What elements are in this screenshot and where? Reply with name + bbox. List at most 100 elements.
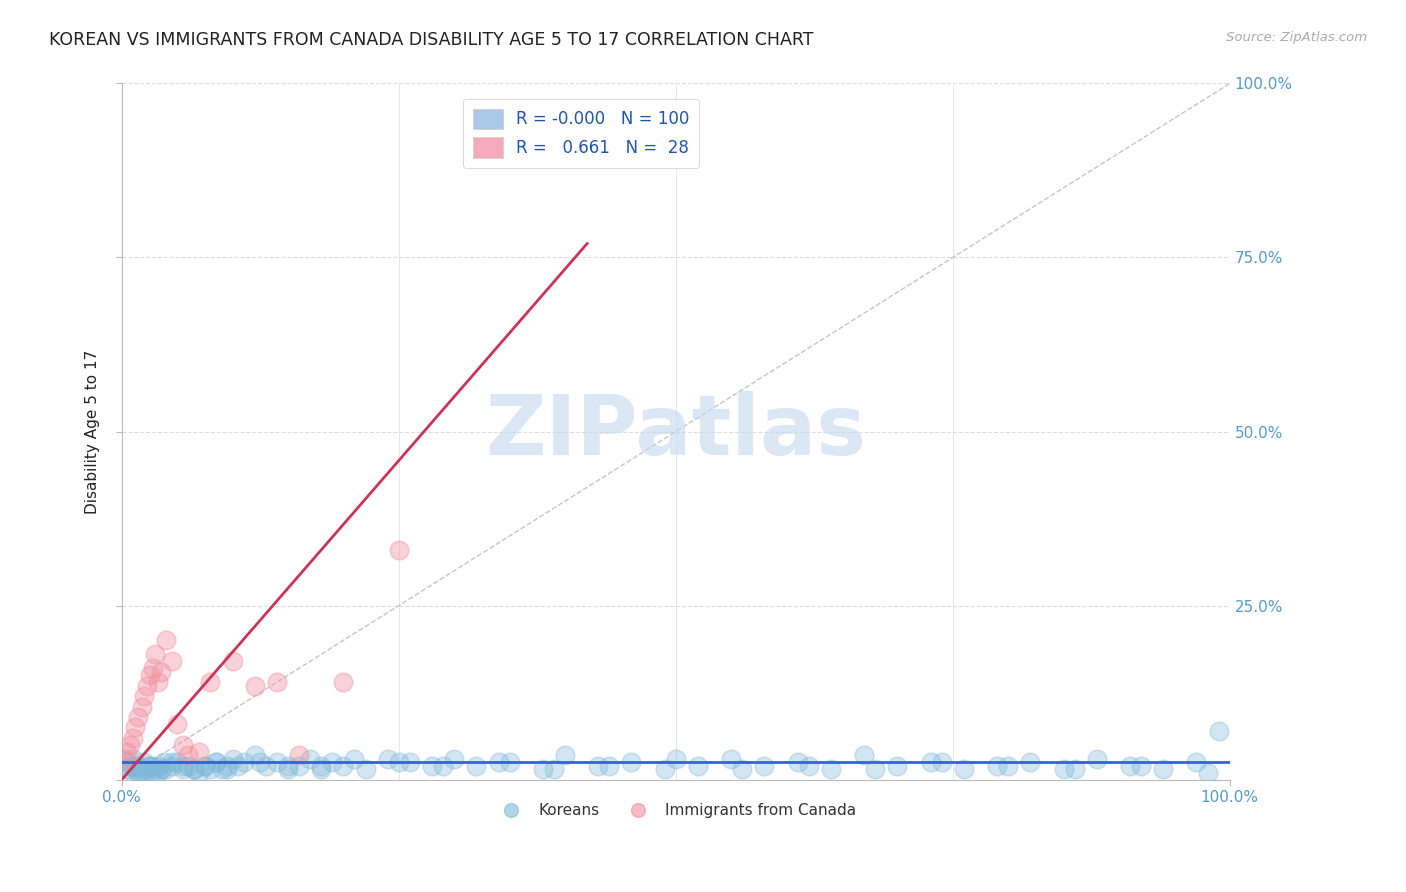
Point xyxy=(188,745,211,759)
Point xyxy=(217,762,239,776)
Point xyxy=(128,765,150,780)
Text: ZIPatlas: ZIPatlas xyxy=(485,391,866,472)
Point xyxy=(118,738,141,752)
Point xyxy=(177,758,200,772)
Point xyxy=(931,755,953,769)
Point xyxy=(138,758,160,772)
Point xyxy=(997,758,1019,772)
Point xyxy=(321,755,343,769)
Point xyxy=(135,762,157,776)
Point xyxy=(465,758,488,772)
Point xyxy=(498,755,520,769)
Point xyxy=(754,758,776,772)
Point xyxy=(146,765,169,780)
Point xyxy=(115,755,138,769)
Point xyxy=(531,762,554,776)
Point xyxy=(1019,755,1042,769)
Point xyxy=(277,762,299,776)
Point xyxy=(149,665,172,679)
Point xyxy=(120,758,142,772)
Point xyxy=(150,762,173,776)
Point xyxy=(243,679,266,693)
Point xyxy=(443,752,465,766)
Point xyxy=(863,762,886,776)
Point xyxy=(155,633,177,648)
Point xyxy=(172,758,194,772)
Point xyxy=(232,755,254,769)
Point xyxy=(139,765,162,780)
Point xyxy=(188,765,211,780)
Point xyxy=(172,762,194,776)
Point xyxy=(543,762,565,776)
Point xyxy=(138,758,160,772)
Point xyxy=(172,738,194,752)
Legend: Koreans, Immigrants from Canada: Koreans, Immigrants from Canada xyxy=(489,797,862,824)
Point xyxy=(221,654,243,668)
Point xyxy=(786,755,808,769)
Point xyxy=(332,758,354,772)
Point xyxy=(194,758,217,772)
Point xyxy=(142,758,165,772)
Point xyxy=(132,689,155,703)
Point xyxy=(1063,762,1085,776)
Point xyxy=(665,752,688,766)
Point xyxy=(309,762,332,776)
Point xyxy=(117,762,139,776)
Point xyxy=(243,748,266,763)
Point xyxy=(132,769,155,783)
Point xyxy=(143,762,166,776)
Point xyxy=(249,755,271,769)
Point xyxy=(654,762,676,776)
Point xyxy=(288,748,311,763)
Point xyxy=(117,762,139,776)
Point xyxy=(953,762,976,776)
Point xyxy=(183,762,205,776)
Point xyxy=(720,752,742,766)
Point xyxy=(136,679,159,693)
Point xyxy=(1119,758,1142,772)
Point xyxy=(266,675,288,690)
Point xyxy=(132,755,155,769)
Point xyxy=(114,752,136,766)
Point xyxy=(148,758,170,772)
Point xyxy=(205,755,228,769)
Point xyxy=(211,762,233,776)
Y-axis label: Disability Age 5 to 17: Disability Age 5 to 17 xyxy=(86,350,100,514)
Point xyxy=(1152,762,1174,776)
Point xyxy=(205,755,228,769)
Point xyxy=(122,752,145,766)
Point xyxy=(142,661,165,675)
Point xyxy=(226,758,249,772)
Point xyxy=(127,758,149,772)
Point xyxy=(332,675,354,690)
Point xyxy=(986,758,1008,772)
Point xyxy=(200,762,222,776)
Point xyxy=(554,748,576,763)
Point xyxy=(731,762,754,776)
Point xyxy=(160,755,183,769)
Point xyxy=(377,752,399,766)
Point xyxy=(1208,723,1230,738)
Point xyxy=(354,762,377,776)
Point xyxy=(288,758,311,772)
Point xyxy=(1130,758,1153,772)
Point xyxy=(127,710,149,724)
Point xyxy=(254,758,277,772)
Point xyxy=(620,755,643,769)
Point xyxy=(160,758,183,772)
Point xyxy=(131,762,153,776)
Point xyxy=(127,765,149,780)
Point xyxy=(686,758,709,772)
Point xyxy=(266,755,288,769)
Point xyxy=(153,755,176,769)
Point xyxy=(117,745,139,759)
Point xyxy=(1197,765,1219,780)
Point xyxy=(586,758,609,772)
Point xyxy=(177,748,200,763)
Point xyxy=(498,112,520,126)
Point xyxy=(920,755,942,769)
Point xyxy=(183,762,205,776)
Point xyxy=(1052,762,1074,776)
Point xyxy=(138,668,160,682)
Point xyxy=(388,542,411,557)
